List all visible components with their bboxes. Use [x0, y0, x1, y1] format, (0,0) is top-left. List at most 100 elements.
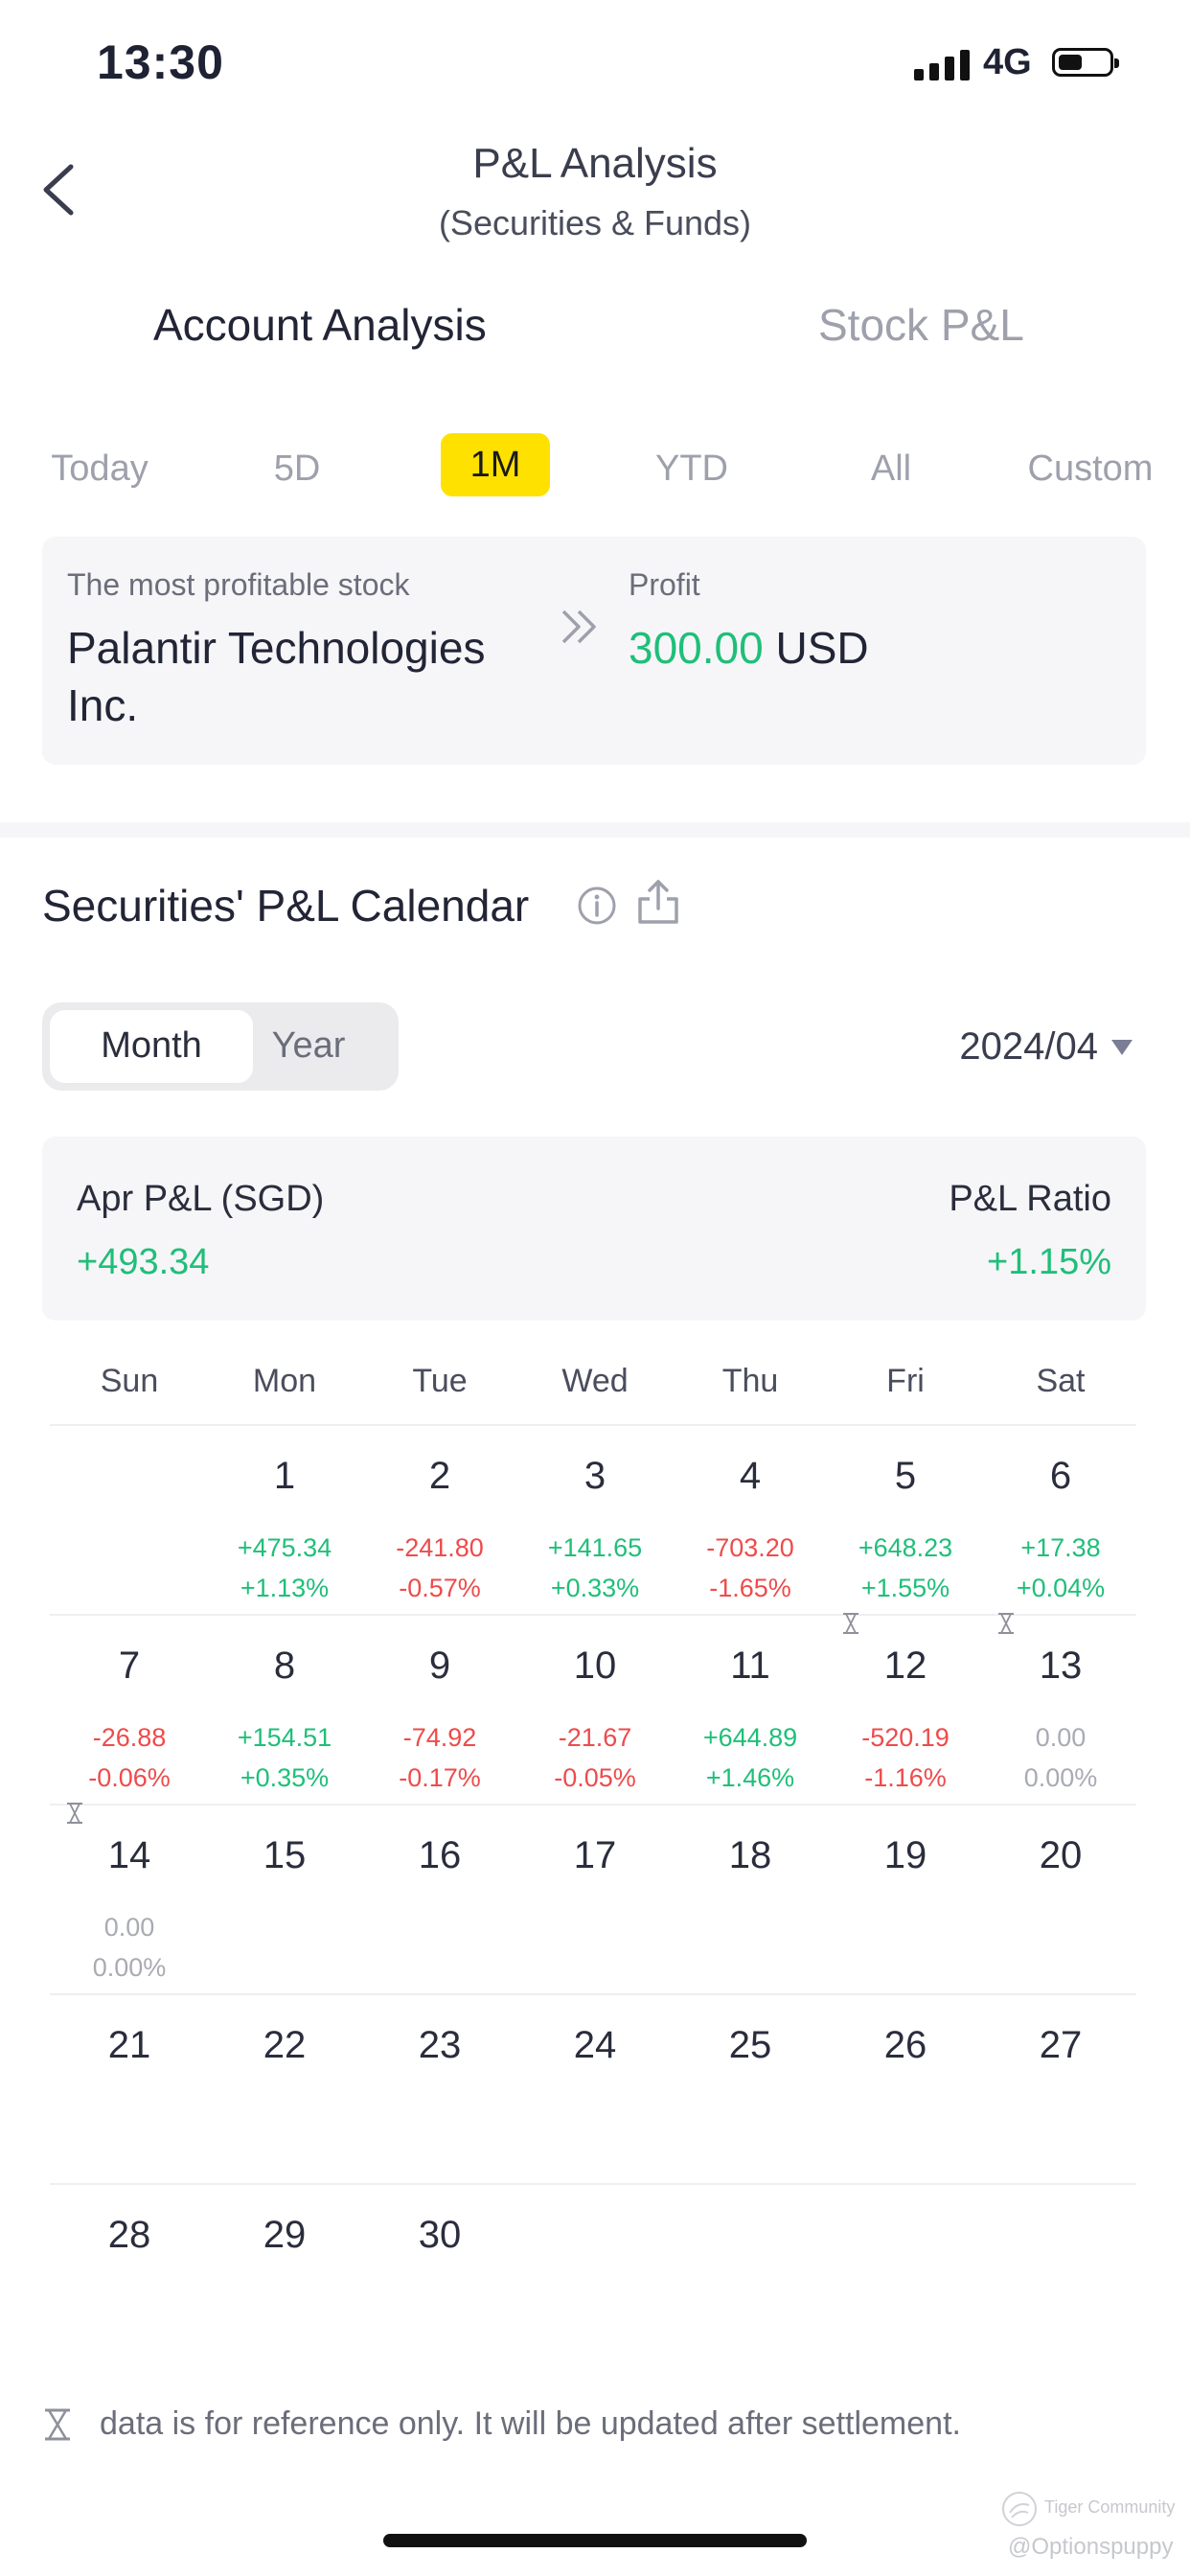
settlement-footnote: data is for reference only. It will be u…: [100, 2405, 961, 2442]
calendar-day-pl: -26.88: [92, 1723, 167, 1752]
calendar-day-number: 10: [573, 1644, 617, 1687]
calendar-day-number: 8: [273, 1644, 296, 1687]
calendar-day-pl: -703.20: [706, 1533, 794, 1562]
pl-ratio-label: P&L Ratio: [949, 1179, 1111, 1219]
toggle-month[interactable]: Month: [101, 1025, 202, 1066]
calendar-day-cell[interactable]: 14 0.00 0.00%: [52, 1803, 207, 1993]
home-indicator[interactable]: [383, 2534, 807, 2547]
hourglass-icon: [996, 1612, 1016, 1635]
calendar-day-cell[interactable]: 24: [517, 1995, 673, 2183]
calendar-row-divider: [50, 1804, 1136, 1806]
calendar-row-divider: [50, 1424, 1136, 1426]
calendar-day-number: 22: [263, 2024, 307, 2066]
weekday-thu: Thu: [721, 1363, 779, 1399]
calendar-day-cell[interactable]: 3 +141.65 +0.33%: [517, 1426, 673, 1614]
calendar-day-pl: -74.92: [402, 1723, 477, 1752]
calendar-day-pl: -241.80: [396, 1533, 484, 1562]
page-title: P&L Analysis: [472, 140, 718, 187]
calendar-day-pl-percent: -0.17%: [399, 1763, 481, 1792]
calendar-day-cell[interactable]: 26: [828, 1995, 983, 2183]
calendar-day-number: 19: [883, 1834, 927, 1876]
most-profitable-card[interactable]: [42, 537, 1146, 765]
calendar-day-pl: -520.19: [861, 1723, 950, 1752]
calendar-day-cell[interactable]: 2 -241.80 -0.57%: [362, 1426, 517, 1614]
calendar-day-cell[interactable]: 13 0.00 0.00%: [983, 1613, 1138, 1804]
calendar-day-cell[interactable]: 6 +17.38 +0.04%: [983, 1426, 1138, 1614]
calendar-day-cell[interactable]: 7 -26.88 -0.06%: [52, 1616, 207, 1804]
weekday-sat: Sat: [1036, 1363, 1086, 1399]
calendar-day-number: 7: [118, 1644, 141, 1687]
calendar-day-cell[interactable]: 12 -520.19 -1.16%: [828, 1613, 983, 1804]
calendar-day-number: 21: [107, 2024, 151, 2066]
calendar-day-number: 3: [584, 1455, 606, 1497]
calendar-day-pl-percent: -0.05%: [554, 1763, 636, 1792]
back-chevron-icon[interactable]: [38, 163, 80, 217]
calendar-day-cell[interactable]: 9 -74.92 -0.17%: [362, 1616, 517, 1804]
most-profitable-stock-name-cont: Inc.: [67, 680, 139, 730]
calendar-day-cell[interactable]: 28: [52, 2185, 207, 2373]
calendar-day-cell[interactable]: 22: [207, 1995, 362, 2183]
calendar-day-cell[interactable]: 11 +644.89 +1.46%: [673, 1616, 828, 1804]
period-5d[interactable]: 5D: [273, 448, 321, 489]
dropdown-triangle-icon: [1111, 1039, 1133, 1055]
calendar-day-cell[interactable]: 30: [362, 2185, 517, 2373]
period-today[interactable]: Today: [51, 448, 149, 489]
calendar-day-cell[interactable]: 20: [983, 1806, 1138, 1993]
calendar-day-number: 5: [894, 1455, 917, 1497]
tab-account-analysis[interactable]: Account Analysis: [153, 300, 487, 350]
calendar-day-number: 23: [418, 2024, 462, 2066]
calendar-day-cell[interactable]: 18: [673, 1806, 828, 1993]
calendar-day-cell[interactable]: 25: [673, 1995, 828, 2183]
month-year-toggle[interactable]: [42, 1002, 399, 1091]
period-custom[interactable]: Custom: [1027, 448, 1154, 489]
calendar-day-cell[interactable]: 5 +648.23 +1.55%: [828, 1426, 983, 1614]
profit-amount: 300.00 USD: [629, 619, 869, 677]
profit-currency: USD: [775, 623, 869, 673]
page-subtitle: (Securities & Funds): [438, 203, 752, 242]
calendar-day-cell[interactable]: 4 -703.20 -1.65%: [673, 1426, 828, 1614]
period-1m[interactable]: 1M: [441, 433, 550, 496]
period-ytd[interactable]: YTD: [655, 448, 728, 489]
calendar-day-pl-percent: +1.13%: [240, 1574, 330, 1602]
info-icon[interactable]: [577, 886, 617, 926]
calendar-day-pl-percent: 0.00%: [92, 1953, 167, 1982]
calendar-day-number: 12: [883, 1644, 927, 1687]
calendar-day-cell[interactable]: 1 +475.34 +1.13%: [207, 1426, 362, 1614]
calendar-day-cell[interactable]: 17: [517, 1806, 673, 1993]
calendar-day-number: 2: [428, 1455, 451, 1497]
calendar-day-pl-percent: -1.16%: [864, 1763, 947, 1792]
tab-stock-pl[interactable]: Stock P&L: [818, 300, 1024, 350]
profit-label: Profit: [629, 567, 700, 602]
calendar-day-cell[interactable]: 23: [362, 1995, 517, 2183]
calendar-day-cell[interactable]: 10 -21.67 -0.05%: [517, 1616, 673, 1804]
watermark-handle: @Optionspuppy: [1008, 2534, 1174, 2560]
calendar-day-cell[interactable]: 29: [207, 2185, 362, 2373]
calendar-day-number: 11: [730, 1644, 770, 1687]
share-icon[interactable]: [636, 878, 680, 926]
calendar-row-divider: [50, 2183, 1136, 2185]
weekday-fri: Fri: [886, 1363, 925, 1399]
calendar-day-cell[interactable]: 27: [983, 1995, 1138, 2183]
signal-icon: [914, 46, 970, 80]
month-selector[interactable]: 2024/04: [959, 1025, 1133, 1069]
network-label: 4G: [983, 42, 1032, 82]
calendar-day-cell[interactable]: 8 +154.51 +0.35%: [207, 1616, 362, 1804]
calendar-day-number: 17: [573, 1834, 617, 1876]
calendar-day-pl: 0.00: [103, 1913, 155, 1942]
weekday-mon: Mon: [252, 1363, 317, 1399]
most-profitable-stock-name: Palantir Technologies: [67, 623, 486, 673]
toggle-year[interactable]: Year: [271, 1025, 346, 1066]
calendar-day-cell[interactable]: 16: [362, 1806, 517, 1993]
calendar-day-pl: +475.34: [237, 1533, 332, 1562]
calendar-day-number: 6: [1049, 1455, 1072, 1497]
calendar-day-number: 9: [428, 1644, 451, 1687]
month-summary-card: [42, 1137, 1146, 1321]
calendar-day-cell[interactable]: 15: [207, 1806, 362, 1993]
calendar-day-cell[interactable]: 21: [52, 1995, 207, 2183]
profit-value: 300.00: [629, 623, 764, 673]
calendar-day-number: 26: [883, 2024, 927, 2066]
calendar-day-pl: +154.51: [237, 1723, 332, 1752]
calendar-day-pl: -21.67: [558, 1723, 632, 1752]
calendar-day-cell[interactable]: 19: [828, 1806, 983, 1993]
period-all[interactable]: All: [870, 448, 912, 489]
